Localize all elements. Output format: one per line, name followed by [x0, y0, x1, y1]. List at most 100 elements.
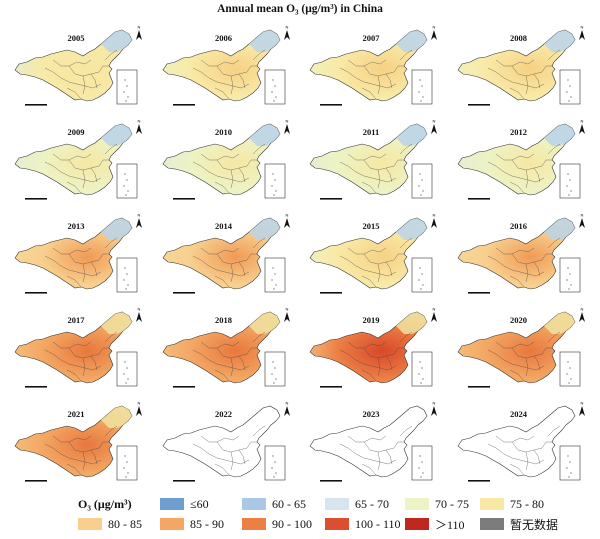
- south-china-sea-inset-icon: [559, 445, 580, 481]
- province-boundary: [98, 253, 109, 261]
- legend-item: 90 - 100: [242, 517, 312, 531]
- province-boundary: [377, 357, 381, 377]
- province-boundary: [214, 275, 229, 288]
- province-boundary: [347, 247, 371, 263]
- south-china-sea-inset-icon: [264, 163, 285, 199]
- province-boundary: [238, 355, 245, 371]
- scale-bar-icon: [172, 104, 195, 106]
- province-boundary: [216, 247, 239, 255]
- island-dot: [420, 382, 422, 384]
- province-boundary: [74, 259, 100, 265]
- province-boundary: [511, 435, 534, 443]
- province-boundary: [369, 447, 395, 453]
- province-boundary: [238, 167, 245, 183]
- map-panel-2006: N 2006: [153, 22, 295, 110]
- island-dot: [274, 378, 277, 380]
- province-boundary: [60, 453, 78, 461]
- map-panel-2015: N 2015: [300, 210, 442, 298]
- china-outline: [457, 311, 575, 384]
- province-boundary: [363, 153, 387, 161]
- province-boundary: [208, 77, 225, 85]
- province-boundary: [517, 353, 542, 359]
- province-boundary: [224, 271, 249, 277]
- province-boundary: [495, 435, 518, 451]
- scale-bar-icon: [25, 198, 47, 200]
- china-map: N: [457, 213, 585, 294]
- north-label: N: [285, 213, 288, 218]
- province-boundary: [192, 67, 209, 79]
- northeast-region: [248, 312, 280, 334]
- province-boundary: [200, 341, 223, 357]
- south-china-sea-inset-icon: [116, 351, 138, 387]
- province-boundary: [104, 331, 118, 343]
- island-dot: [123, 373, 125, 375]
- legend-swatch: [405, 518, 429, 530]
- province-boundary: [377, 451, 381, 471]
- china-map: N: [457, 25, 585, 106]
- island-dot: [418, 279, 420, 281]
- north-label: N: [580, 213, 583, 218]
- province-boundary: [224, 177, 249, 183]
- north-arrow-icon: [283, 218, 290, 228]
- map-panel-2020: N 2020: [448, 304, 590, 392]
- island-dot: [565, 185, 568, 187]
- province-boundary: [208, 265, 225, 273]
- province-boundary: [246, 253, 257, 261]
- province-boundary: [200, 59, 223, 75]
- province-boundary: [399, 49, 413, 61]
- island-dot: [569, 96, 572, 98]
- north-arrow-icon: [578, 312, 585, 322]
- legend-label: 90 - 100: [272, 516, 312, 531]
- north-arrow-icon: [136, 406, 142, 416]
- legend-swatch: [325, 498, 349, 510]
- province-boundary: [200, 435, 223, 451]
- island-dot: [566, 79, 569, 81]
- north-arrow-icon: [283, 406, 290, 416]
- china-outline: [162, 29, 280, 102]
- province-boundary: [222, 353, 247, 359]
- province-boundary: [90, 261, 98, 277]
- province-boundary: [511, 247, 534, 255]
- legend-item: ≤60: [160, 497, 209, 511]
- china-map: N: [14, 307, 142, 388]
- legend-swatch: [405, 498, 429, 510]
- china-map: N: [14, 25, 142, 106]
- china-outline: [309, 405, 428, 478]
- province-boundary: [547, 49, 560, 61]
- island-dot: [422, 472, 424, 474]
- province-boundary: [246, 441, 257, 449]
- northeast-region: [396, 124, 427, 146]
- scale-bar-icon: [172, 480, 195, 482]
- china-map: N: [457, 119, 585, 200]
- north-label: N: [433, 307, 436, 312]
- island-dot: [272, 382, 275, 384]
- island-dot: [421, 85, 423, 87]
- northeast-region: [101, 406, 132, 428]
- north-label: N: [138, 213, 141, 218]
- island-dot: [567, 194, 570, 196]
- province-boundary: [90, 167, 98, 183]
- island-dot: [422, 190, 424, 192]
- scale-bar-icon: [467, 386, 490, 388]
- island-dot: [272, 476, 275, 478]
- island-dot: [568, 85, 571, 87]
- island-dot: [124, 79, 126, 81]
- province-boundary: [517, 447, 542, 453]
- china-outline: [14, 29, 133, 102]
- legend-label: 100 - 110: [355, 516, 401, 531]
- scale-bar-icon: [172, 292, 195, 294]
- china-map: N: [309, 213, 437, 294]
- province-boundary: [66, 87, 82, 100]
- province-boundary: [66, 275, 82, 288]
- map-panel-2013: N 2013: [5, 210, 147, 298]
- island-dot: [566, 455, 569, 457]
- province-boundary: [74, 447, 100, 453]
- province-boundary: [238, 73, 245, 89]
- province-boundary: [369, 165, 395, 171]
- province-boundary: [525, 75, 528, 95]
- province-boundary: [76, 365, 102, 371]
- province-boundary: [517, 259, 542, 265]
- scale-bar-icon: [467, 480, 490, 482]
- province-boundary: [347, 435, 371, 451]
- province-boundary: [216, 341, 239, 349]
